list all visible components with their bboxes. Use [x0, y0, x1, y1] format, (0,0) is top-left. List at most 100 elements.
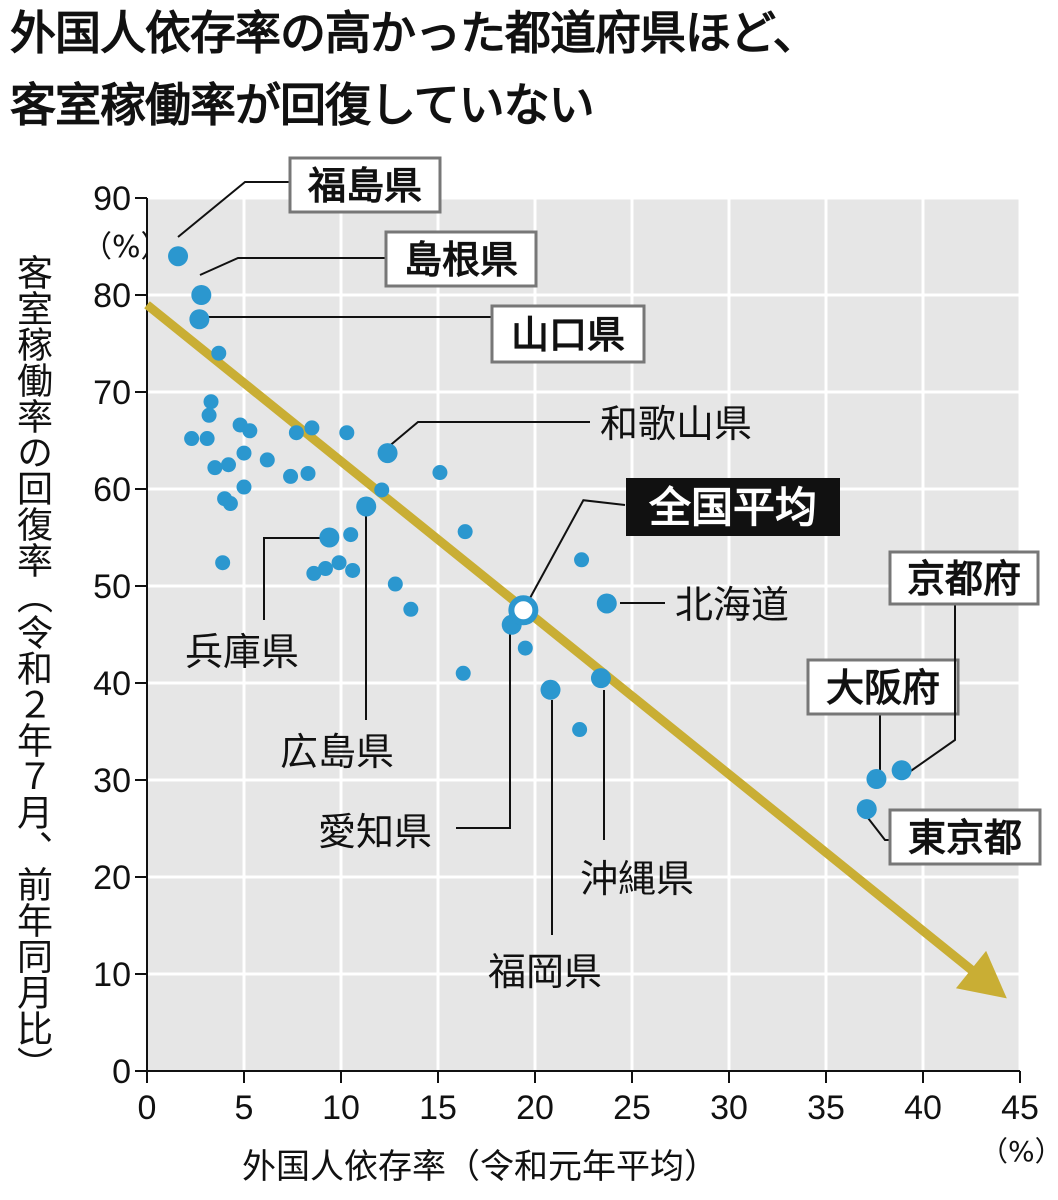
data-point: [259, 452, 275, 468]
labeled-data-point: [191, 285, 212, 305]
callout-box: [384, 230, 538, 288]
labeled-data-point: [891, 760, 912, 781]
labeled-data-point: [540, 679, 561, 700]
labeled-data-point: [319, 527, 340, 548]
data-point: [403, 601, 419, 617]
point-label: 沖縄県: [580, 857, 694, 901]
callout-box: [490, 304, 646, 364]
labeled-data-point: [856, 799, 877, 820]
y-tick-label: 80: [93, 277, 131, 315]
data-point: [331, 555, 347, 571]
data-point: [201, 407, 217, 423]
y-tick-label: 10: [93, 956, 131, 994]
data-point: [220, 457, 236, 473]
x-tick-label: 5: [235, 1089, 254, 1127]
data-point: [199, 431, 215, 447]
point-label: 大阪府: [826, 666, 940, 710]
data-point: [304, 420, 320, 436]
x-tick-label: 25: [613, 1089, 651, 1127]
national-average-label: 全国平均: [648, 483, 817, 532]
callout-box: [288, 156, 442, 214]
y-tick-label: 0: [112, 1053, 131, 1091]
leader-line: [904, 600, 956, 776]
leader-line: [456, 628, 511, 829]
x-tick-label: 40: [904, 1089, 942, 1127]
x-tick-label: 35: [807, 1089, 845, 1127]
data-point: [572, 722, 588, 738]
y-tick-label: 40: [93, 665, 131, 703]
point-label: 京都府: [907, 557, 1021, 601]
data-point: [184, 431, 200, 447]
y-tick-label: 20: [93, 859, 131, 897]
point-label: 福岡県: [488, 950, 602, 994]
data-point: [283, 468, 299, 484]
leader-line: [263, 537, 324, 620]
trend-arrowhead: [955, 950, 1007, 999]
leader-line: [522, 499, 626, 611]
leader-line: [867, 817, 890, 841]
labeled-data-point: [596, 593, 617, 614]
y-tick-label: 90: [93, 180, 131, 218]
data-point: [211, 345, 227, 361]
labeled-data-point: [168, 246, 189, 267]
data-point: [574, 552, 590, 568]
callout-box: [888, 808, 1042, 866]
data-point: [215, 555, 231, 571]
x-tick-label: 10: [322, 1089, 360, 1127]
data-point: [339, 425, 355, 441]
leader-line: [177, 181, 290, 238]
data-point: [300, 465, 316, 481]
point-label: 和歌山県: [600, 402, 752, 446]
chart-title-line-2: 客室稼働率が回復していない: [10, 78, 595, 132]
data-point: [374, 482, 390, 498]
data-point: [222, 496, 238, 512]
data-point: [203, 394, 219, 410]
x-axis-label: 外国人依存率（令和元年平均）: [242, 1147, 718, 1187]
data-point: [432, 465, 448, 481]
data-point: [306, 565, 322, 581]
labeled-data-point: [189, 309, 210, 330]
chart-title-line-1: 外国人依存率の高かった都道府県ほど、: [10, 6, 819, 60]
x-tick-label: 15: [419, 1089, 457, 1127]
point-label: 島根県: [404, 238, 518, 282]
leader-line: [386, 421, 590, 449]
data-point: [517, 640, 533, 656]
point-label: 広島県: [280, 730, 394, 774]
x-tick-label: 45: [1001, 1089, 1039, 1127]
x-tick-label: 30: [710, 1089, 748, 1127]
labeled-data-point: [590, 668, 611, 689]
x-axis-unit: （%）: [980, 1135, 1058, 1168]
x-tick-label: 20: [516, 1089, 554, 1127]
data-point: [317, 561, 333, 577]
data-point: [236, 479, 252, 495]
data-point: [387, 576, 403, 592]
point-label: 福島県: [307, 164, 422, 208]
y-tick-label: 70: [93, 374, 131, 412]
national-average-box: [626, 478, 840, 536]
labeled-data-point: [356, 496, 377, 517]
data-point: [455, 665, 471, 681]
trend-line: [144, 301, 981, 979]
point-label: 東京都: [908, 816, 1022, 860]
national-average-point: [508, 595, 539, 626]
data-point: [288, 425, 304, 441]
labeled-data-point: [377, 443, 398, 464]
point-label: 北海道: [675, 583, 789, 627]
data-point: [236, 445, 252, 461]
data-point: [457, 524, 473, 540]
data-point: [345, 562, 361, 578]
y-tick-label: 60: [93, 471, 131, 509]
y-axis-label: 客室稼働率の回復率（令和２年７月、前年同月比）: [11, 254, 52, 1082]
data-point: [242, 423, 258, 439]
callout-box: [806, 658, 960, 716]
labeled-data-point: [866, 769, 887, 790]
y-tick-label: 50: [93, 568, 131, 606]
point-label: 山口県: [511, 313, 625, 357]
x-tick-label: 0: [138, 1089, 157, 1127]
callout-box: [888, 550, 1040, 606]
point-label: 愛知県: [318, 810, 432, 854]
data-point: [207, 460, 223, 476]
leader-line: [199, 257, 386, 276]
data-point: [343, 527, 359, 543]
